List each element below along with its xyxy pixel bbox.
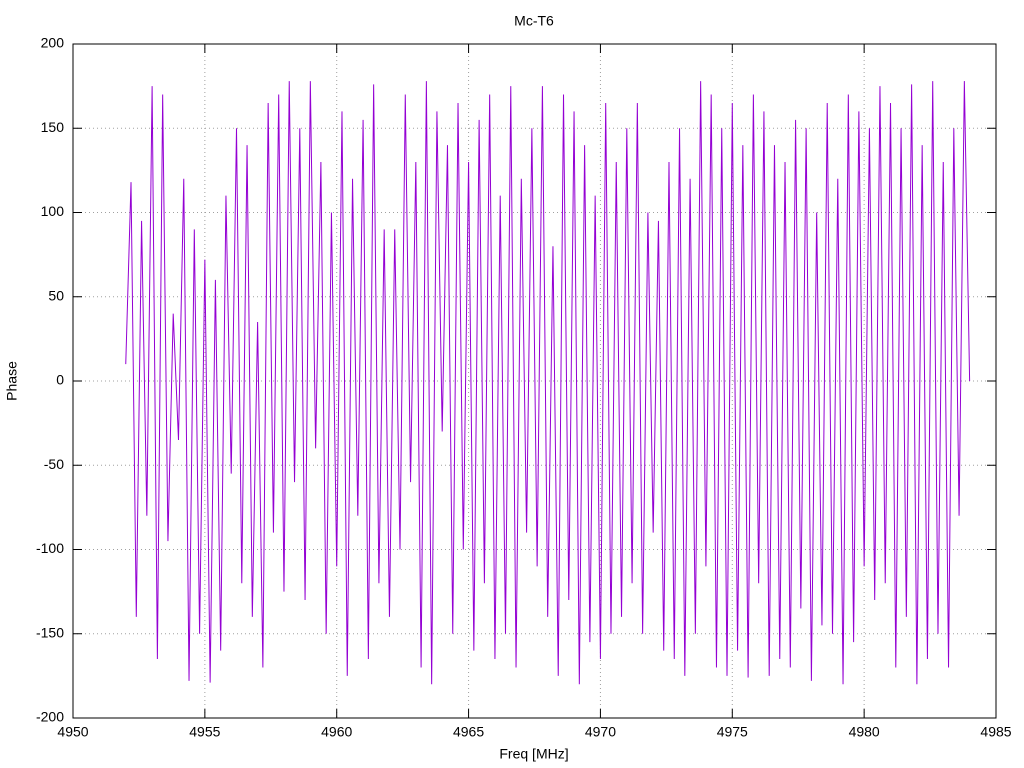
y-tick-label: 200 xyxy=(41,35,65,51)
x-tick-label: 4950 xyxy=(57,724,88,740)
chart-title: Mc-T6 xyxy=(514,13,554,29)
y-tick-label: -150 xyxy=(36,624,64,640)
y-tick-label: -200 xyxy=(36,709,64,725)
x-tick-label: 4960 xyxy=(321,724,352,740)
y-tick-label: 0 xyxy=(56,372,64,388)
y-tick-label: -50 xyxy=(44,456,64,472)
x-tick-label: 4980 xyxy=(849,724,880,740)
y-tick-label: 50 xyxy=(48,287,64,303)
y-tick-label: 150 xyxy=(41,119,65,135)
x-axis-label: Freq [MHz] xyxy=(499,746,568,762)
y-tick-label: 100 xyxy=(41,203,65,219)
y-tick-label: -100 xyxy=(36,540,64,556)
x-tick-label: 4985 xyxy=(980,724,1011,740)
plot-border xyxy=(72,43,997,719)
x-tick-label: 4955 xyxy=(189,724,220,740)
data-line xyxy=(125,81,971,685)
x-tick-label: 4970 xyxy=(585,724,616,740)
x-tick-label: 4975 xyxy=(717,724,748,740)
y-axis-label: Phase xyxy=(4,361,20,401)
x-tick-label: 4965 xyxy=(453,724,484,740)
